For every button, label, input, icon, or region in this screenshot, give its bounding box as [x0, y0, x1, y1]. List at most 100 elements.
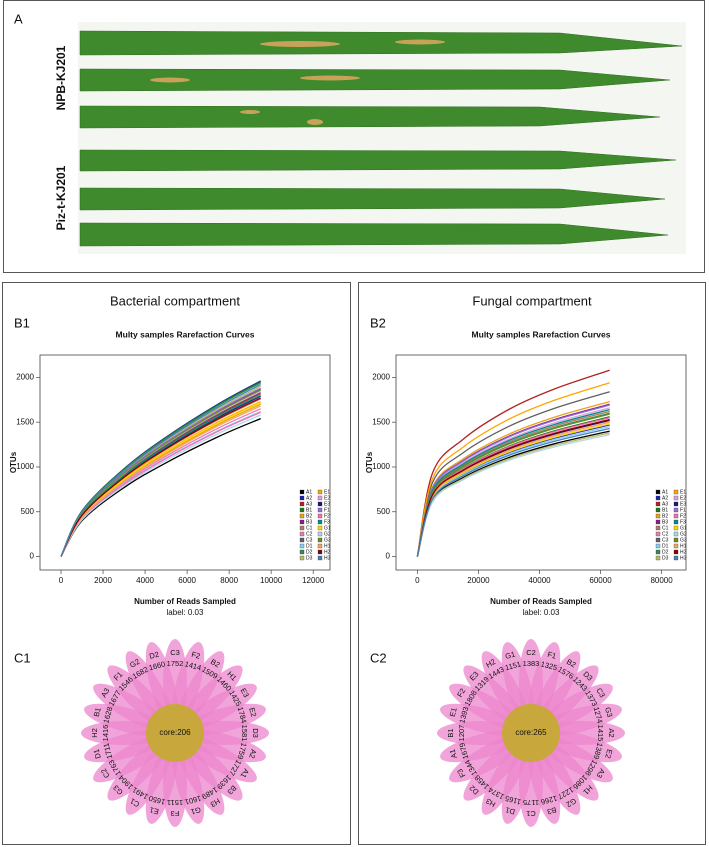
legend-label: B3 [306, 519, 312, 525]
petal-name: G2 [128, 657, 141, 670]
petal-name: E1 [448, 707, 459, 718]
legend-swatch [673, 531, 679, 537]
petal-name: B1 [92, 707, 103, 718]
legend-swatch [655, 489, 661, 495]
leaf [79, 105, 661, 129]
y-tick-label: 2000 [372, 373, 390, 382]
legend-swatch [655, 555, 661, 561]
legend-swatch [299, 489, 305, 495]
legend-swatch [655, 537, 661, 543]
legend-swatch [655, 519, 661, 525]
legend-label: A2 [662, 495, 668, 501]
petal-name: E2 [247, 707, 258, 718]
legend-swatch [299, 513, 305, 519]
curve [416, 413, 610, 557]
x-axis-label: Number of Reads Sampled [490, 597, 592, 606]
legend-label: C3 [662, 537, 669, 543]
legend-swatch [655, 531, 661, 537]
petal-name: D3 [251, 728, 260, 738]
petal-name: A2 [607, 728, 616, 737]
petal-name: E1 [149, 805, 160, 816]
petal-name: H2 [90, 728, 99, 738]
lesion [260, 41, 340, 47]
curve [416, 391, 610, 557]
petal-value: 1511 [167, 798, 183, 807]
curve [60, 397, 261, 557]
legend-label: B1 [306, 507, 312, 513]
legend-label: A3 [662, 501, 668, 507]
petal-value: 1151 [504, 659, 522, 672]
legend-swatch [299, 501, 305, 507]
petal-value: 1679 [457, 742, 470, 760]
chart-title: Multy samples Rarefaction Curves [472, 329, 611, 339]
petal-value: 1752 [167, 659, 184, 668]
petal-value: 1581 [240, 725, 249, 742]
legend-label: D1 [306, 543, 313, 549]
core [502, 704, 560, 762]
petal-name: A2 [247, 748, 258, 759]
curve [60, 414, 261, 557]
legend-label: D1 [662, 543, 669, 549]
legend-swatch [317, 513, 323, 519]
legend-swatch [299, 543, 305, 549]
legend-swatch [673, 501, 679, 507]
petal-name: D1 [504, 805, 516, 816]
petal-name: F3 [455, 767, 467, 779]
legend-label: H1 [324, 543, 331, 549]
legend-swatch [673, 537, 679, 543]
leaf [79, 68, 671, 92]
curve [60, 418, 261, 557]
legend-label: C3 [306, 537, 313, 543]
lesion [395, 39, 445, 45]
legend-swatch [655, 513, 661, 519]
legend-label: H3 [324, 555, 331, 561]
petal-value: 1601 [184, 794, 202, 807]
legend-label: G1 [680, 525, 687, 531]
legend-swatch [317, 489, 323, 495]
y-tick-label: 1500 [372, 417, 390, 426]
panel-left-frame [2, 282, 351, 845]
curve [416, 369, 610, 557]
lesion [307, 119, 323, 125]
petal-name: G3 [603, 706, 614, 718]
curve [60, 403, 261, 557]
y-tick-label: 500 [21, 507, 35, 516]
legend-swatch [317, 507, 323, 513]
petal-name: B2 [209, 657, 221, 669]
curve [60, 405, 261, 557]
legend-label: A1 [662, 489, 668, 495]
x-axis-label: Number of Reads Sampled [134, 597, 236, 606]
y-axis-label: OTUs [365, 451, 374, 473]
x-tick-label: 60000 [589, 576, 612, 585]
y-tick-label: 1000 [16, 462, 34, 471]
petal-value: 1393 [457, 706, 470, 724]
curve [416, 382, 610, 557]
legend-label: B1 [662, 507, 668, 513]
petal-name: C2 [99, 767, 112, 780]
legend-label: C2 [306, 531, 313, 537]
legend-swatch [299, 495, 305, 501]
petal-name: B3 [546, 805, 557, 816]
leaves [79, 30, 683, 247]
legend-label: G3 [680, 537, 687, 543]
legend-swatch [299, 549, 305, 555]
curve [60, 389, 261, 557]
leaf-label: NPB-KJ201 [54, 45, 68, 110]
legend-label: F2 [324, 513, 330, 519]
legend-swatch [673, 489, 679, 495]
legend-swatch [317, 501, 323, 507]
petal-value: 1759 [236, 742, 249, 760]
legend-label: A1 [306, 489, 312, 495]
leaf-label: Piz-t-KJ201 [54, 165, 68, 230]
legend-swatch [655, 549, 661, 555]
y-tick-label: 2000 [16, 373, 34, 382]
legend-swatch [299, 555, 305, 561]
curve [416, 434, 610, 557]
petal-value: 1628 [101, 706, 114, 724]
legend-label: D2 [662, 549, 669, 555]
legend-label: F1 [324, 507, 330, 513]
panel-a-frame [3, 0, 705, 273]
legend-swatch [655, 525, 661, 531]
legend-swatch [299, 537, 305, 543]
